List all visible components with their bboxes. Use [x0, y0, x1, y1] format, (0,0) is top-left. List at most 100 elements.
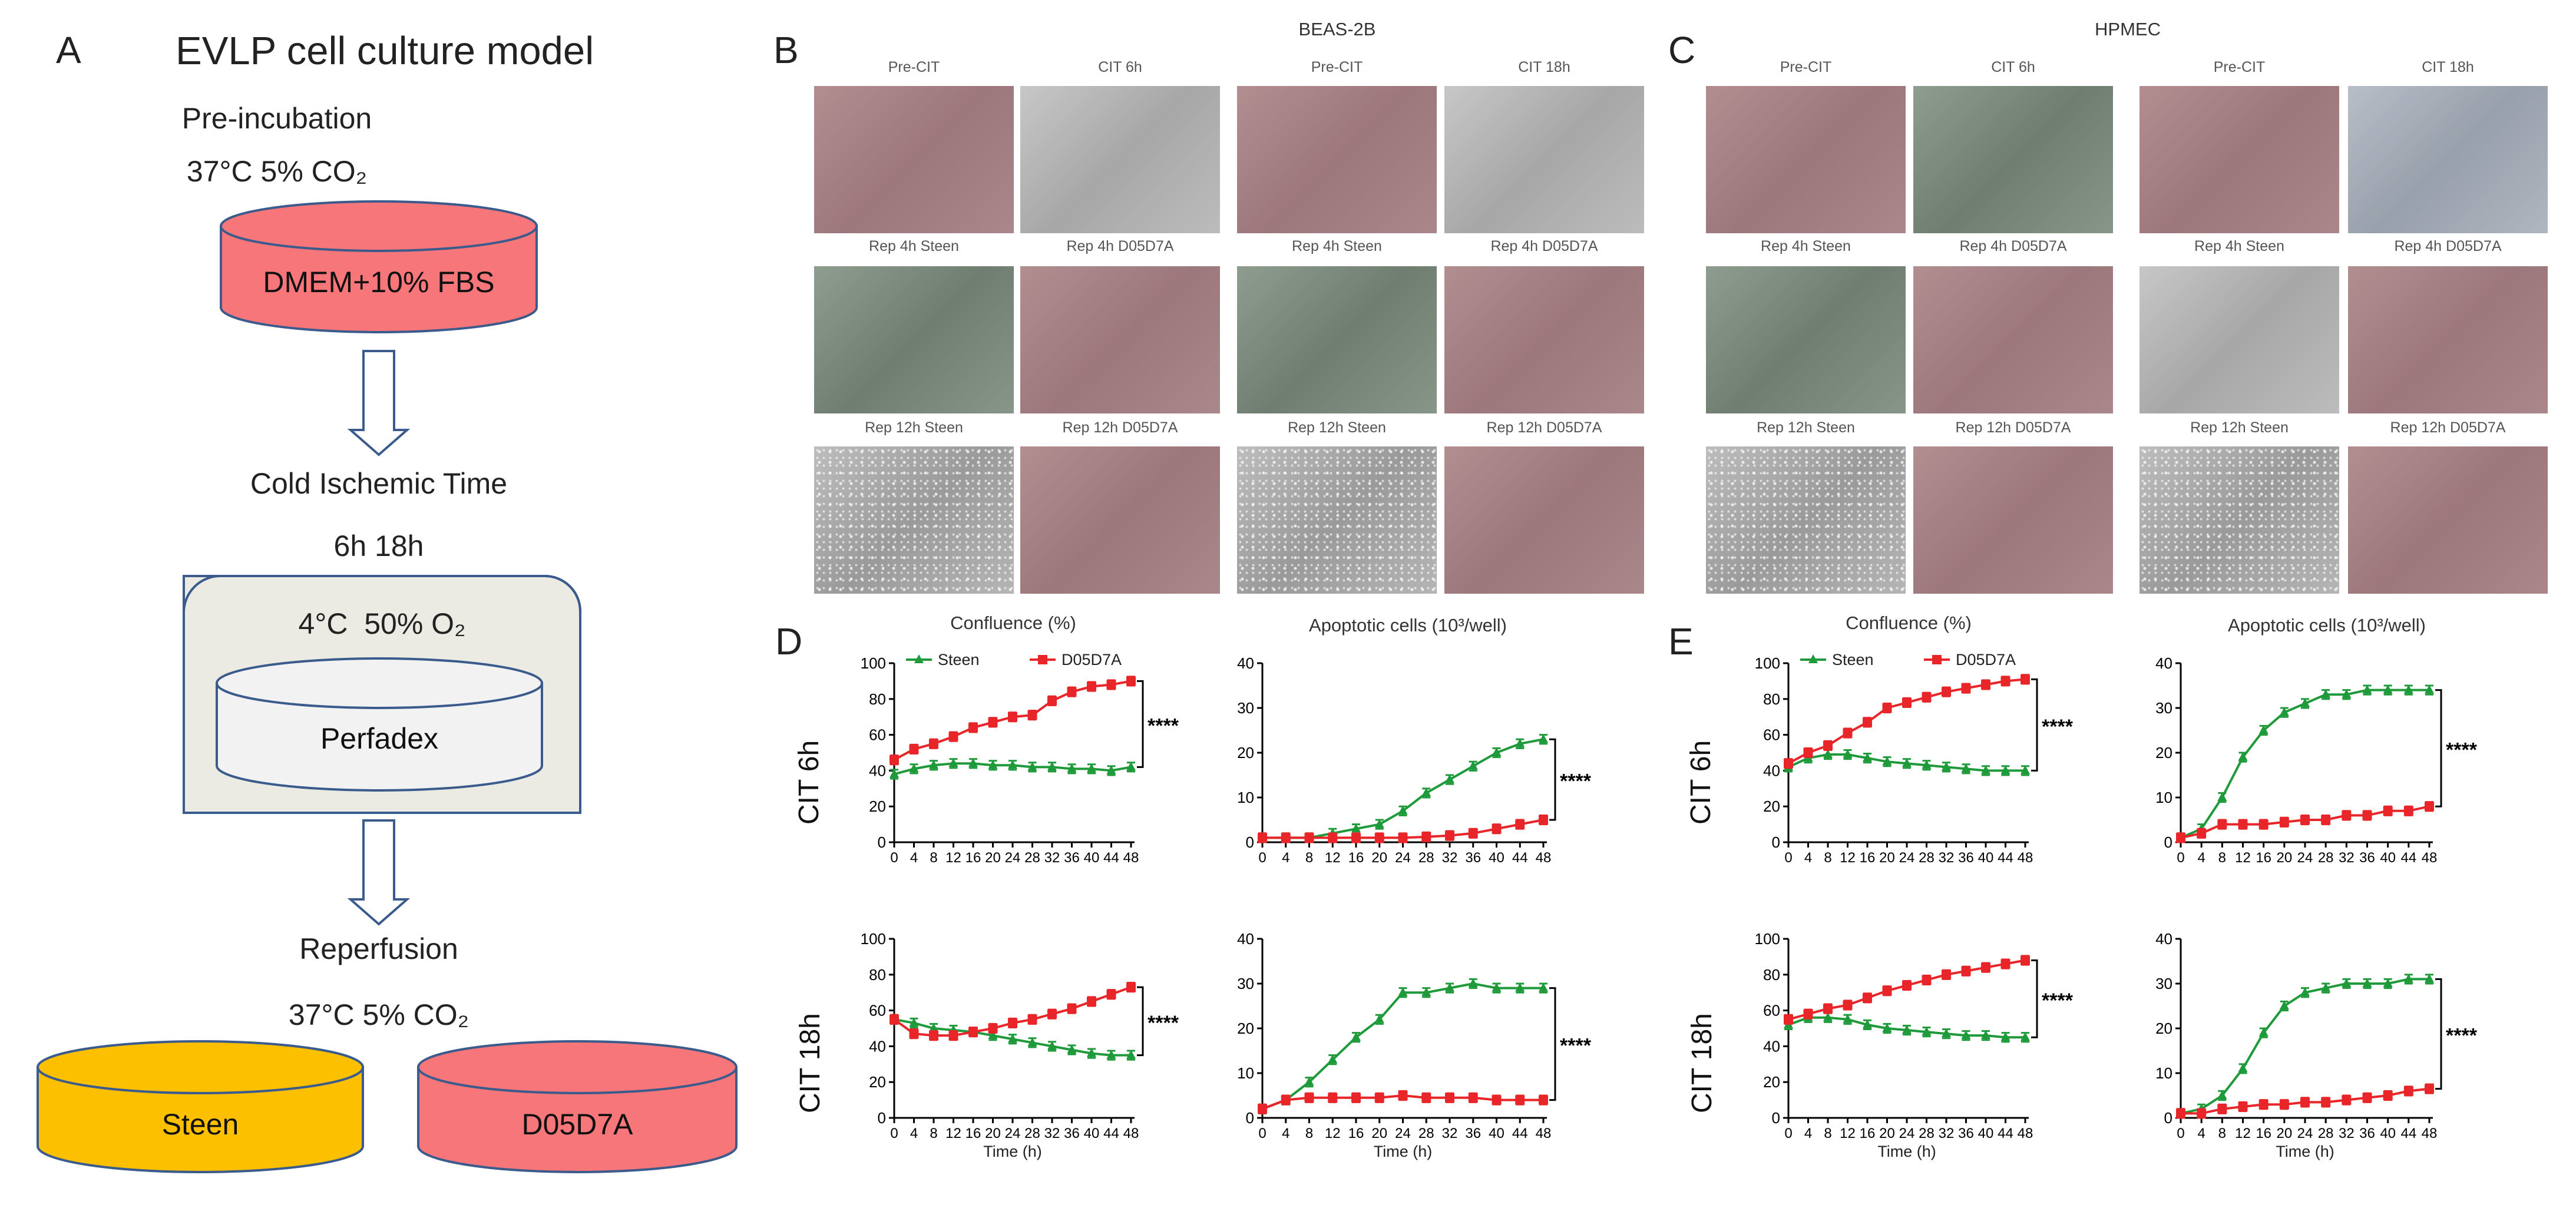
- cold-condition-label: 4°C 50% O₂: [298, 607, 466, 640]
- data-point-steen: [1398, 987, 1408, 997]
- data-point-d05d7a: [1468, 828, 1478, 838]
- data-point-d05d7a: [1258, 1104, 1267, 1114]
- data-point-steen: [1882, 1023, 1892, 1032]
- y-tick-label: 0: [1246, 833, 1254, 851]
- data-point-d05d7a: [889, 755, 899, 765]
- data-point-steen: [1351, 823, 1361, 833]
- data-point-d05d7a: [1008, 1018, 1017, 1028]
- x-tick-label: 44: [1103, 850, 1119, 866]
- y-tick-label: 100: [1755, 654, 1780, 672]
- e-confluence-title: Confluence (%): [1846, 613, 1972, 633]
- x-tick-label: 36: [2359, 850, 2375, 866]
- x-tick-label: 40: [1489, 1126, 1504, 1141]
- x-tick-label: 32: [2339, 1126, 2355, 1141]
- x-axis-label: Time (h): [2276, 1143, 2334, 1160]
- data-point-d05d7a: [2342, 1095, 2352, 1105]
- panel-b-micrograph-r3c3: [1237, 446, 1437, 594]
- y-tick-label: 0: [2164, 1109, 2172, 1127]
- data-point-steen: [1087, 763, 1096, 773]
- data-point-d05d7a: [1067, 687, 1077, 697]
- panel-c-micrograph-r3c1: [1706, 446, 1906, 594]
- x-tick-label: 16: [965, 850, 981, 866]
- data-point-d05d7a: [889, 1014, 899, 1024]
- panel-b-micrograph-r1c2: [1020, 86, 1220, 233]
- data-point-steen: [1492, 982, 1502, 992]
- data-point-d05d7a: [2238, 819, 2248, 829]
- x-tick-label: 48: [2018, 1126, 2033, 1141]
- x-tick-label: 36: [1465, 1126, 1481, 1141]
- data-point-steen: [2217, 792, 2227, 801]
- panel-c-micrograph-r3c4: [2348, 446, 2548, 594]
- significance-bracket: [1137, 680, 1144, 768]
- panel-c-label-r2c3: Rep 4h Steen: [2194, 238, 2284, 254]
- data-point-steen: [929, 1023, 938, 1032]
- y-tick-label: 40: [1763, 762, 1780, 779]
- data-point-d05d7a: [1258, 833, 1267, 843]
- data-point-steen: [988, 760, 998, 769]
- dish-steen: [37, 1040, 364, 1173]
- y-tick-label: 80: [869, 690, 886, 708]
- x-tick-label: 4: [1282, 1126, 1289, 1141]
- data-point-d05d7a: [1047, 696, 1057, 706]
- x-tick-label: 4: [2197, 1126, 2205, 1141]
- data-point-d05d7a: [1823, 740, 1833, 750]
- panel-b-label-r1c2: CIT 6h: [1098, 59, 1142, 75]
- y-tick-label: 0: [1772, 1109, 1780, 1127]
- data-point-steen: [1961, 763, 1971, 773]
- data-point-d05d7a: [1468, 1093, 1478, 1103]
- panel-label-d: D: [775, 620, 803, 663]
- y-tick-label: 0: [1772, 833, 1780, 851]
- data-point-steen: [909, 763, 919, 773]
- x-axis-label: Time (h): [983, 1143, 1042, 1160]
- x-tick-label: 36: [1958, 1126, 1974, 1141]
- dish-d05d7a-label: D05D7A: [521, 1108, 633, 1141]
- y-tick-label: 30: [2155, 975, 2172, 992]
- panel-b-micrograph-r2c4: [1444, 266, 1644, 413]
- data-point-d05d7a: [2197, 828, 2207, 838]
- data-point-d05d7a: [2362, 810, 2372, 820]
- legend-marker: [1038, 655, 1047, 664]
- data-point-d05d7a: [2021, 955, 2030, 965]
- x-tick-label: 16: [1860, 1126, 1876, 1141]
- panel-b-micrograph-r3c4: [1444, 446, 1644, 594]
- panel-b-micrograph-r3c1: [814, 446, 1014, 594]
- data-point-d05d7a: [1328, 1093, 1338, 1103]
- arrow-down-2: [347, 819, 411, 926]
- data-point-steen: [948, 758, 958, 767]
- panel-c-micrograph-r2c3: [2139, 266, 2339, 413]
- data-point-steen: [2238, 1063, 2248, 1073]
- data-point-steen: [1539, 734, 1548, 743]
- x-tick-label: 16: [1348, 1126, 1364, 1141]
- data-point-d05d7a: [1087, 997, 1096, 1007]
- x-tick-label: 20: [1879, 1126, 1895, 1141]
- panel-c-micrograph-r1c3: [2139, 86, 2339, 233]
- data-point-steen: [1008, 760, 1017, 769]
- y-tick-label: 30: [2155, 699, 2172, 717]
- data-point-steen: [1067, 1044, 1077, 1054]
- cold-ischemic-label: Cold Ischemic Time: [250, 467, 508, 500]
- significance-label: ****: [1148, 714, 1179, 737]
- data-point-steen: [1421, 787, 1431, 797]
- data-point-steen: [1106, 1050, 1116, 1059]
- data-point-d05d7a: [1126, 982, 1136, 992]
- data-point-d05d7a: [968, 1027, 978, 1037]
- data-point-steen: [2021, 1032, 2030, 1041]
- data-point-d05d7a: [909, 1029, 919, 1039]
- panel-c-label-r3c4: Rep 12h D05D7A: [2390, 419, 2506, 436]
- data-point-d05d7a: [1803, 1009, 1813, 1019]
- data-point-steen: [1047, 762, 1057, 771]
- data-point-steen: [2342, 689, 2352, 699]
- data-point-steen: [2238, 752, 2248, 761]
- data-point-d05d7a: [2021, 674, 2030, 684]
- significance-label: ****: [1148, 1012, 1179, 1034]
- panel-c-label-r2c1: Rep 4h Steen: [1761, 238, 1851, 254]
- legend-label-steen: Steen: [938, 651, 980, 668]
- panel-b-micrograph-r1c3: [1237, 86, 1437, 233]
- data-point-steen: [2321, 689, 2331, 699]
- x-tick-label: 12: [1325, 1126, 1341, 1141]
- x-tick-label: 20: [2276, 1126, 2292, 1141]
- data-point-steen: [1942, 762, 1951, 771]
- data-point-d05d7a: [2425, 802, 2434, 812]
- x-axis-label: Time (h): [1374, 1143, 1433, 1160]
